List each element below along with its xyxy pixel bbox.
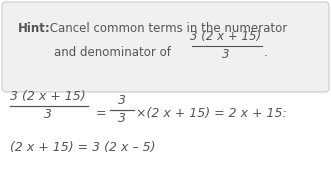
Text: .: . bbox=[264, 45, 268, 58]
Text: ×(2 x + 15) = 2 x + 15:: ×(2 x + 15) = 2 x + 15: bbox=[136, 108, 287, 121]
Text: and denominator of: and denominator of bbox=[54, 45, 175, 58]
Text: =: = bbox=[96, 108, 107, 121]
Text: 3: 3 bbox=[118, 94, 126, 107]
FancyBboxPatch shape bbox=[2, 2, 329, 92]
Text: 3: 3 bbox=[222, 48, 230, 61]
Text: 3 (2 x + 15): 3 (2 x + 15) bbox=[190, 30, 261, 43]
Text: Cancel common terms in the numerator: Cancel common terms in the numerator bbox=[46, 22, 287, 34]
Text: 3: 3 bbox=[44, 108, 52, 121]
Text: 3 (2 x + 15): 3 (2 x + 15) bbox=[10, 90, 86, 103]
Text: Hint:: Hint: bbox=[18, 22, 51, 34]
Text: (2 x + 15) = 3 (2 x – 5): (2 x + 15) = 3 (2 x – 5) bbox=[10, 141, 156, 155]
Text: 3: 3 bbox=[118, 112, 126, 125]
